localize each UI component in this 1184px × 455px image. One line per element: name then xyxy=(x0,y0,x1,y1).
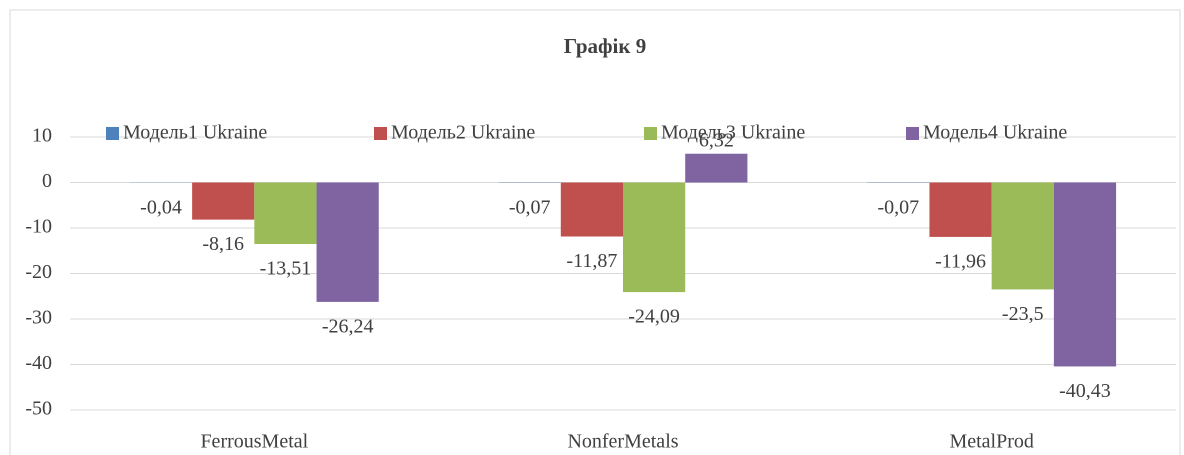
y-tick-label: -10 xyxy=(25,216,52,238)
x-tick-label: MetalProd xyxy=(949,431,1033,453)
y-tick-label: 0 xyxy=(42,170,52,192)
y-tick-label: -40 xyxy=(25,352,52,374)
legend-swatch xyxy=(374,127,387,140)
chart-title: Графік 9 xyxy=(564,34,646,58)
bar xyxy=(254,182,317,244)
legend-label: Модель2 Ukraine xyxy=(391,122,535,144)
x-tick-label: NonferMetals xyxy=(567,431,678,453)
data-label: -0,04 xyxy=(140,196,182,218)
legend-label: Модель1 Ukraine xyxy=(123,122,267,144)
bar xyxy=(929,182,992,237)
legend-label: Модель4 Ukraine xyxy=(923,122,1067,144)
y-tick-label: -50 xyxy=(25,398,52,420)
data-label: -0,07 xyxy=(509,196,551,218)
bar xyxy=(1053,182,1117,367)
bar xyxy=(623,182,686,293)
bar xyxy=(192,182,255,220)
legend-swatch xyxy=(644,127,657,140)
x-tick-label: FerrousMetal xyxy=(200,431,308,453)
legend-swatch xyxy=(906,127,919,140)
data-label: -24,09 xyxy=(628,306,680,328)
legend-swatch xyxy=(106,127,119,140)
data-label: -11,87 xyxy=(566,250,617,272)
data-label: -11,96 xyxy=(935,251,986,273)
data-label: -0,07 xyxy=(878,196,920,218)
y-tick-label: -30 xyxy=(25,307,52,329)
data-label: 6,32 xyxy=(699,129,734,151)
bar xyxy=(991,182,1054,290)
data-label: -8,16 xyxy=(202,233,244,255)
data-label: -23,5 xyxy=(1002,303,1044,325)
chart-frame xyxy=(9,9,1181,455)
bar xyxy=(685,153,748,183)
legend-label: Модель3 Ukraine xyxy=(661,122,805,144)
data-label: -26,24 xyxy=(322,315,374,337)
data-label: -40,43 xyxy=(1059,380,1111,402)
data-label: -13,51 xyxy=(260,258,312,280)
y-tick-label: 10 xyxy=(32,125,52,147)
bar xyxy=(560,182,623,237)
bar xyxy=(316,182,379,302)
y-tick-label: -20 xyxy=(25,261,52,283)
